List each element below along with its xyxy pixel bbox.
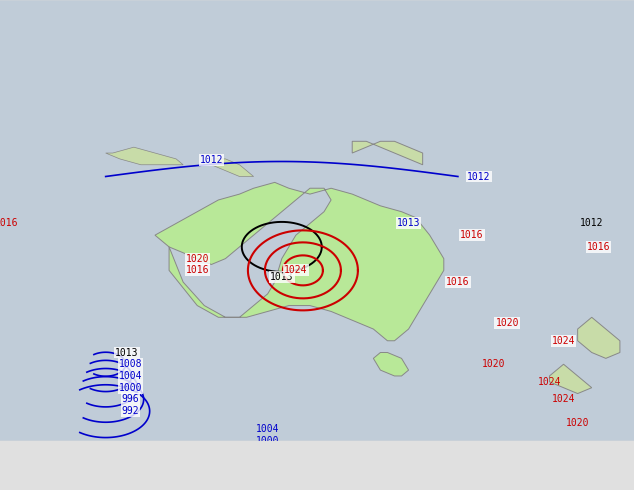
Text: Surface pressure [hPa] ECMWF: Surface pressure [hPa] ECMWF <box>5 448 205 462</box>
Text: 1016: 1016 <box>0 219 19 228</box>
Text: 1024: 1024 <box>552 336 575 346</box>
Text: 992: 992 <box>122 406 139 416</box>
Text: 1020: 1020 <box>566 418 590 428</box>
Text: 1020: 1020 <box>495 318 519 328</box>
Text: 1004: 1004 <box>119 371 143 381</box>
Text: Th 06-06-2024 06:00 UTC (12+66): Th 06-06-2024 06:00 UTC (12+66) <box>408 448 629 462</box>
Polygon shape <box>0 0 634 441</box>
Text: 1013: 1013 <box>115 347 139 358</box>
Text: 1012: 1012 <box>467 172 491 181</box>
Text: 1004: 1004 <box>256 424 280 434</box>
Text: 1000: 1000 <box>256 436 280 445</box>
Text: 1016: 1016 <box>460 230 484 240</box>
Polygon shape <box>106 147 183 165</box>
Polygon shape <box>353 141 423 165</box>
Text: 1008: 1008 <box>119 359 143 369</box>
Text: 1013: 1013 <box>270 272 294 282</box>
Text: 1012: 1012 <box>200 155 223 165</box>
Text: 1016: 1016 <box>587 242 611 252</box>
Text: 996: 996 <box>122 394 139 404</box>
Text: 1013: 1013 <box>397 219 420 228</box>
Text: 1000: 1000 <box>119 383 143 392</box>
Text: 1020: 1020 <box>481 359 505 369</box>
Text: 996: 996 <box>273 447 290 457</box>
Text: 1020: 1020 <box>186 254 209 264</box>
Polygon shape <box>211 159 254 176</box>
Text: 1012: 1012 <box>580 219 604 228</box>
Text: 1016: 1016 <box>446 277 470 287</box>
Text: ©weatheronline.co.uk: ©weatheronline.co.uk <box>504 475 629 485</box>
Polygon shape <box>155 182 444 341</box>
Text: 1024: 1024 <box>538 377 561 387</box>
Text: 1016: 1016 <box>186 266 209 275</box>
Polygon shape <box>373 352 408 376</box>
Polygon shape <box>578 318 620 358</box>
Text: 1024: 1024 <box>552 394 575 404</box>
Polygon shape <box>550 364 592 393</box>
Text: 1024: 1024 <box>284 266 307 275</box>
